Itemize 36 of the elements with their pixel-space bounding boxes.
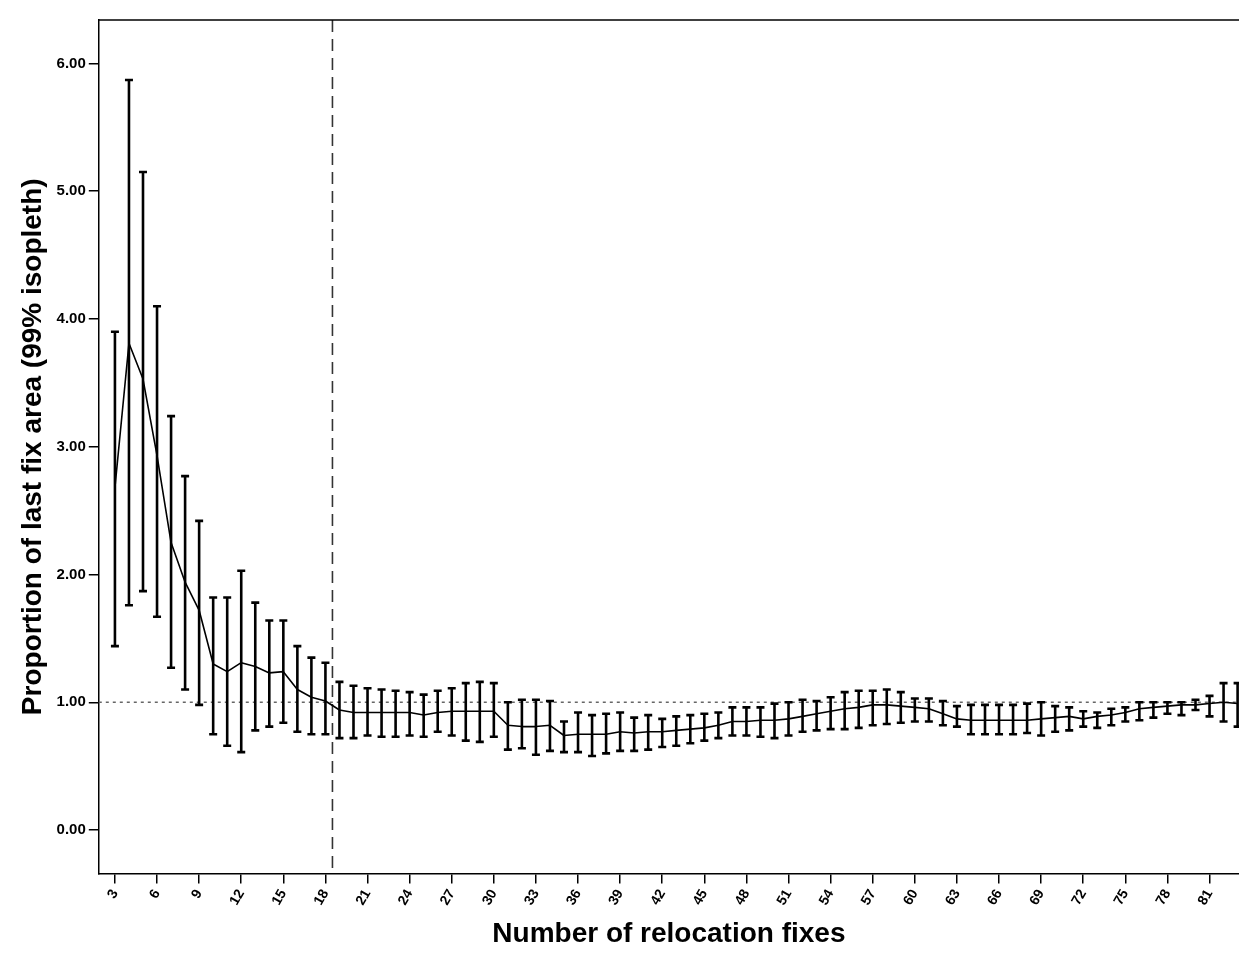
x-tick-label: 30 [478,885,500,908]
x-tick-label: 24 [393,885,416,908]
x-tick-label: 6 [145,885,164,901]
y-tick-label: 6.00 [56,53,86,71]
y-tick-label: 3.00 [56,436,86,454]
x-tick-label: 33 [520,885,542,908]
x-tick-label: 12 [225,885,248,908]
x-tick-label: 15 [267,885,290,908]
y-tick-label: 4.00 [56,309,86,327]
x-tick-label: 63 [941,885,963,908]
x-tick-label: 72 [1067,885,1090,908]
x-tick-label: 48 [730,885,753,908]
y-axis-title: Proportion of last fix area (99% isopleth) [15,178,47,716]
x-tick-label: 42 [646,885,669,908]
x-tick-label: 36 [562,885,585,908]
x-tick-label: 69 [1025,885,1048,908]
x-tick-label: 45 [688,885,711,908]
x-tick-label: 18 [309,885,332,908]
x-tick-label: 75 [1109,885,1132,908]
y-tick-label: 2.00 [56,564,86,582]
x-tick-label: 27 [436,885,458,908]
x-axis-title: Number of relocation fixes [492,916,846,948]
x-tick-label: 60 [899,885,921,908]
x-tick-label: 78 [1151,885,1174,908]
x-tick-label: 81 [1193,885,1216,908]
x-tick-label: 3 [103,885,121,901]
x-tick-label: 66 [983,885,1006,908]
x-tick-label: 57 [857,885,879,908]
x-tick-label: 51 [772,885,795,908]
y-tick-label: 1.00 [56,692,86,710]
x-tick-label: 39 [604,885,627,908]
x-tick-label: 9 [187,885,206,901]
x-tick-label: 54 [814,885,837,908]
y-tick-label: 5.00 [56,181,86,199]
x-tick-label: 21 [351,885,374,908]
y-tick-label: 0.00 [56,820,86,838]
